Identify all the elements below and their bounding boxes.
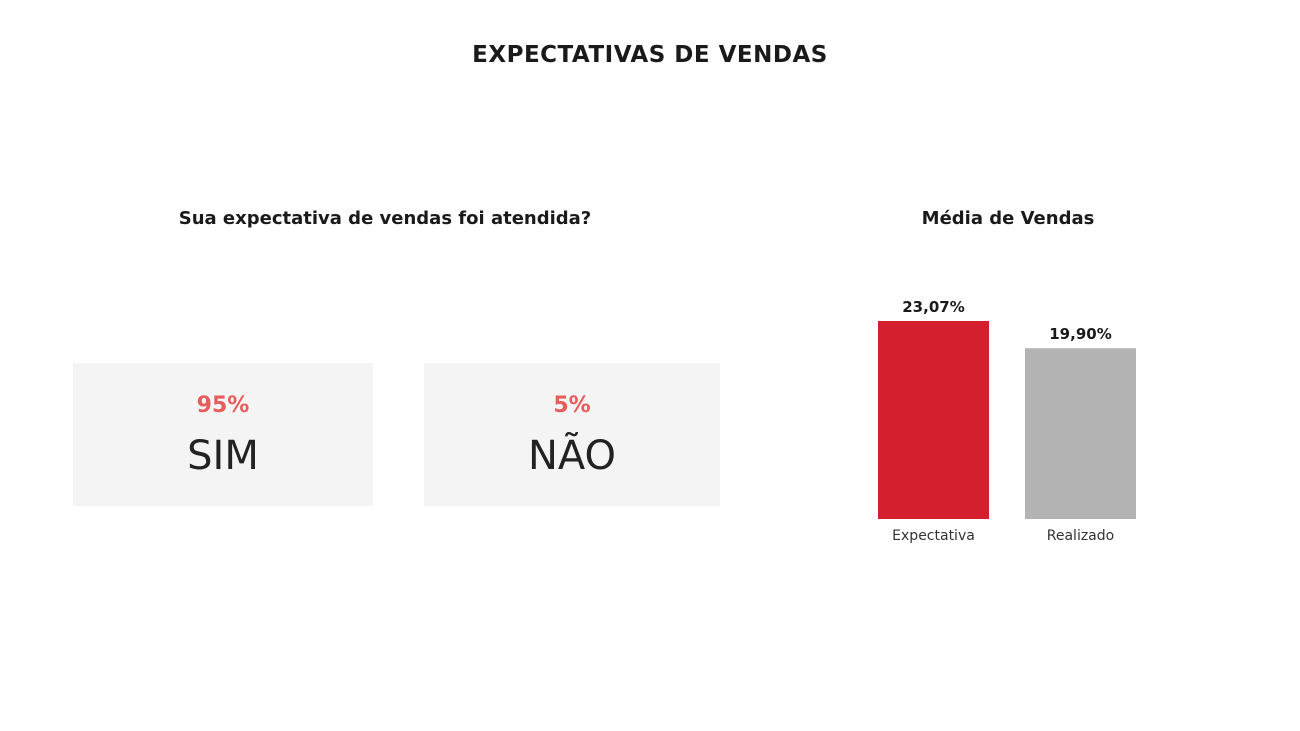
bar-expectativa <box>878 321 989 519</box>
bar-value-label: 23,07% <box>902 298 964 316</box>
bar-realizado <box>1025 348 1136 519</box>
question-title: Sua expectativa de vendas foi atendida? <box>178 208 592 229</box>
answer-percent-nao: 5% <box>553 393 591 418</box>
category-label: Expectativa <box>892 528 975 544</box>
bar-chart: 23,07% Expectativa 19,90% Realizado <box>878 298 1136 544</box>
answer-label-sim: SIM <box>187 433 259 479</box>
answer-label-nao: NÃO <box>527 433 617 479</box>
answer-percent-sim: 95% <box>196 393 250 418</box>
category-label: Realizado <box>1047 528 1114 544</box>
answer-card-nao: 5% NÃO <box>424 363 720 506</box>
chart-title: Média de Vendas <box>921 208 1095 229</box>
bar-value-label: 19,90% <box>1049 325 1111 343</box>
page-title: EXPECTATIVAS DE VENDAS <box>472 42 828 68</box>
answer-card-sim: 95% SIM <box>73 363 373 506</box>
